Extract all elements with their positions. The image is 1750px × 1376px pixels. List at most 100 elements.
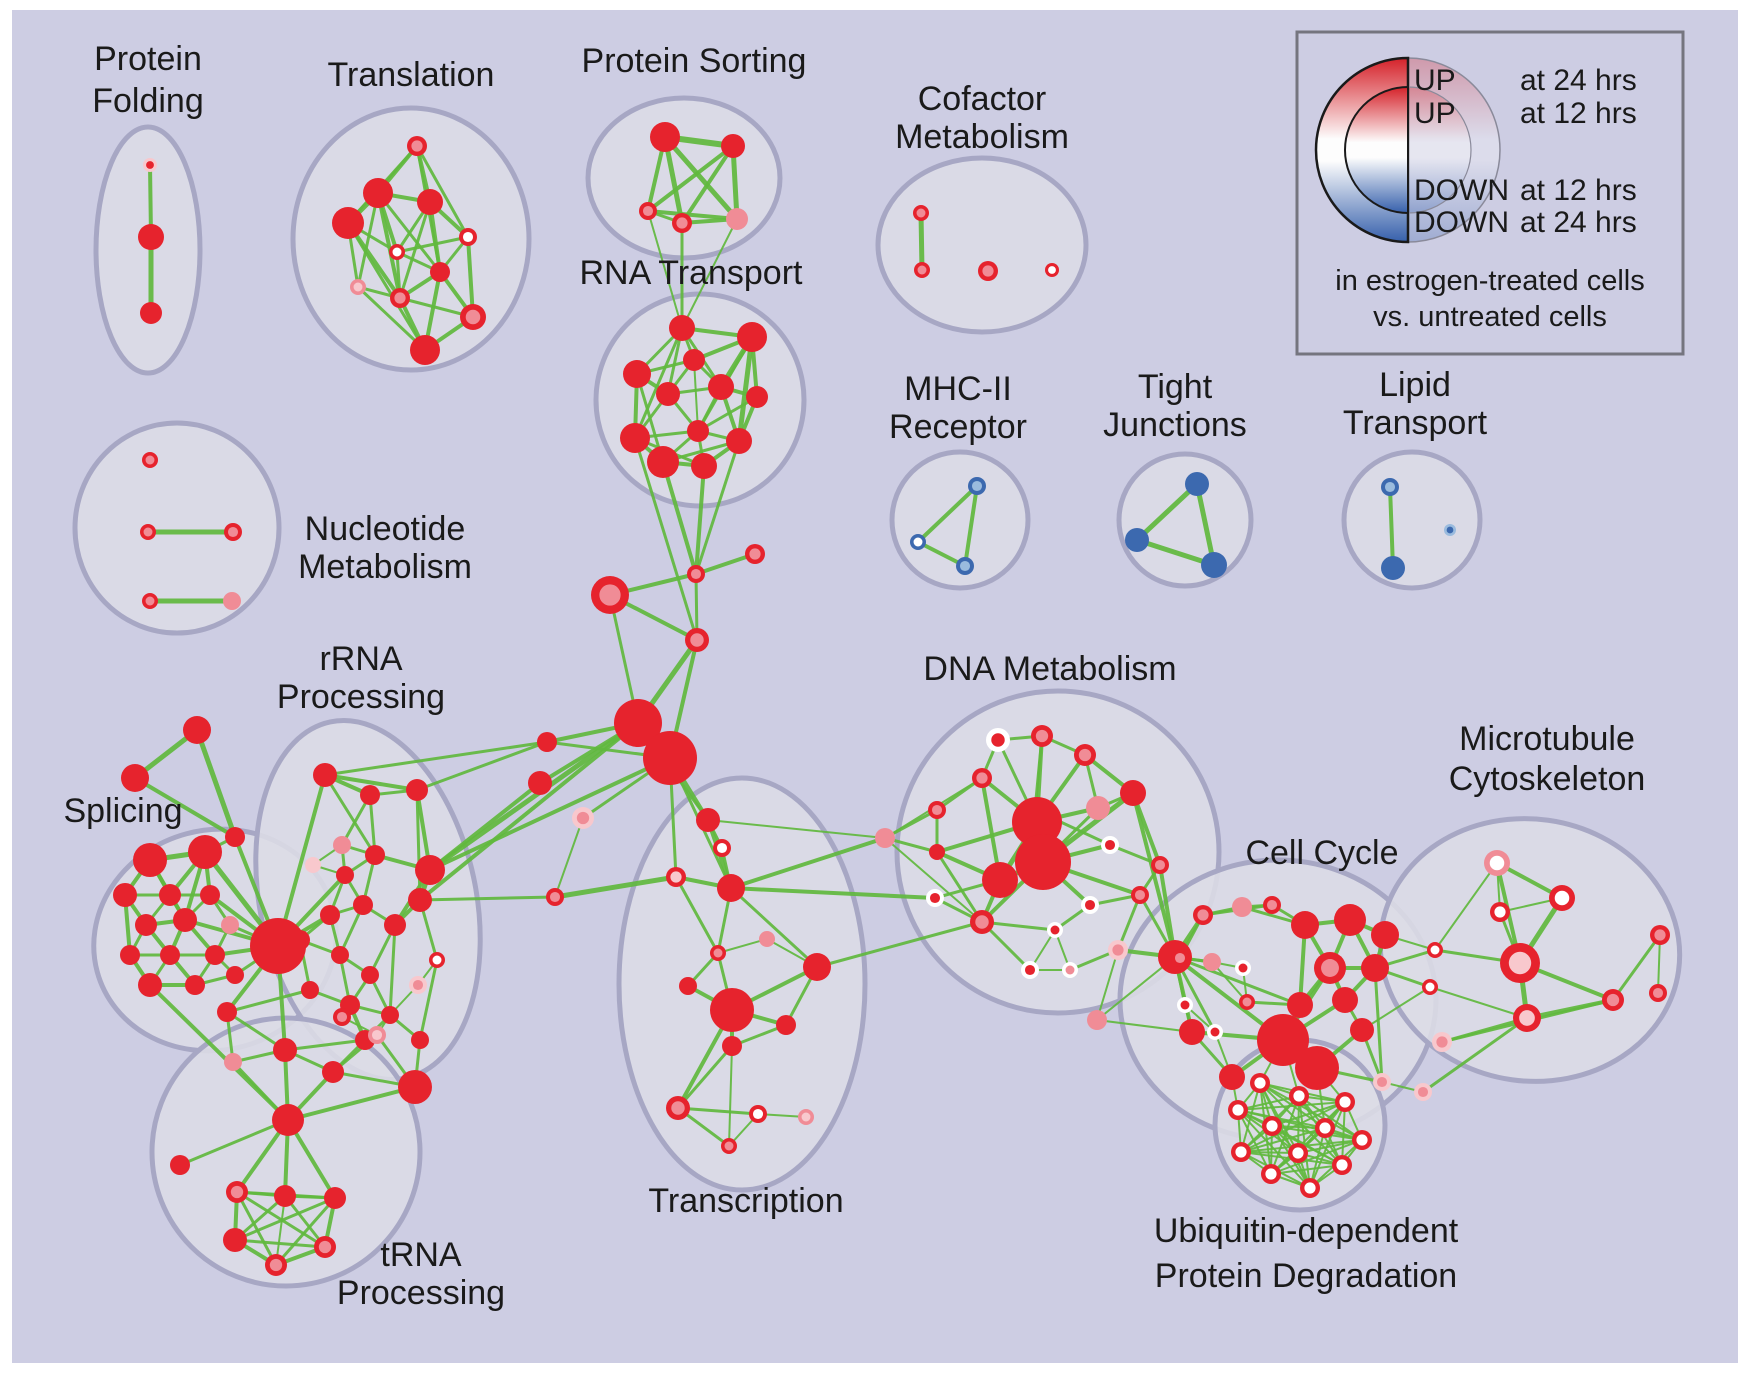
node-d24[interactable] [1087,1010,1107,1030]
node-x7[interactable] [710,945,726,961]
node-y4[interactable] [1203,953,1221,971]
node-m6[interactable] [1422,979,1438,995]
node-o5[interactable] [223,592,241,610]
node-s4[interactable] [672,213,692,233]
node-a9[interactable] [320,905,340,925]
node-p4[interactable] [159,884,181,906]
node-y2[interactable] [1232,897,1252,917]
node-l3[interactable] [1444,524,1456,536]
node-p9[interactable] [120,945,140,965]
node-x5[interactable] [546,888,564,906]
node-t6[interactable] [389,244,405,260]
node-r8[interactable] [687,420,709,442]
node-t5[interactable] [459,228,477,246]
node-q4[interactable] [685,628,709,652]
node-u1[interactable] [1250,1073,1270,1093]
node-x8[interactable] [679,977,697,995]
node-h2[interactable] [643,731,697,785]
node-k3[interactable] [274,1185,296,1207]
node-r5[interactable] [656,382,680,406]
node-d2[interactable] [1031,725,1053,747]
node-j2[interactable] [1125,528,1149,552]
node-a17[interactable] [409,976,427,994]
node-a11[interactable] [384,914,406,936]
node-k5[interactable] [223,1228,247,1252]
node-x16[interactable] [721,1138,737,1154]
node-g2[interactable] [528,771,552,795]
node-x11[interactable] [776,1015,796,1035]
node-a7[interactable] [336,866,354,884]
node-y8[interactable] [1207,1024,1223,1040]
node-d3[interactable] [1074,744,1096,766]
node-p1[interactable] [133,843,167,877]
node-d15[interactable] [926,889,944,907]
node-a21[interactable] [411,1031,429,1049]
node-y18[interactable] [1179,1019,1205,1045]
node-d1[interactable] [986,728,1010,752]
node-p13[interactable] [185,975,205,995]
node-y13[interactable] [1361,954,1389,982]
node-k7[interactable] [265,1254,287,1276]
node-m10[interactable] [1649,984,1667,1002]
node-t2[interactable] [363,178,393,208]
node-f1[interactable] [143,158,157,172]
node-k6[interactable] [314,1236,336,1258]
node-l2[interactable] [1381,556,1405,580]
node-u9[interactable] [1288,1143,1308,1163]
node-j3[interactable] [1201,552,1227,578]
node-p3[interactable] [113,883,137,907]
node-q3[interactable] [591,576,629,614]
node-u7[interactable] [1352,1130,1372,1150]
node-k4[interactable] [324,1187,346,1209]
node-x12[interactable] [722,1036,742,1056]
node-t10[interactable] [460,304,486,330]
node-y14[interactable] [1287,992,1313,1018]
node-g1[interactable] [537,732,557,752]
node-a15[interactable] [361,966,379,984]
node-l1[interactable] [1381,478,1399,496]
node-h1[interactable] [614,699,662,747]
node-y5[interactable] [1235,960,1251,976]
node-p2[interactable] [188,835,222,869]
node-b3[interactable] [225,827,245,847]
node-d5[interactable] [928,801,946,819]
node-c4[interactable] [1045,263,1059,277]
node-p14[interactable] [226,966,244,984]
node-q1[interactable] [687,565,705,583]
node-p11[interactable] [205,945,225,965]
node-u11[interactable] [1261,1164,1281,1184]
node-g3[interactable] [572,807,594,829]
node-d17[interactable] [1081,896,1099,914]
node-v3[interactable] [1414,1083,1432,1101]
node-x2[interactable] [713,839,731,857]
node-o2[interactable] [140,524,156,540]
node-d10[interactable] [982,862,1018,898]
node-y6[interactable] [1177,997,1193,1013]
node-v1[interactable] [1432,1032,1452,1052]
node-u8[interactable] [1231,1142,1251,1162]
node-y12[interactable] [1314,952,1346,984]
node-d20[interactable] [1021,961,1039,979]
node-u3[interactable] [1335,1092,1355,1112]
node-t11[interactable] [410,335,440,365]
node-y7[interactable] [1239,994,1255,1010]
node-d4[interactable] [972,768,992,788]
node-y9[interactable] [1291,911,1319,939]
node-b2[interactable] [121,764,149,792]
node-a5[interactable] [305,857,321,873]
node-e5[interactable] [398,1070,432,1104]
node-d16[interactable] [970,910,994,934]
node-p8[interactable] [221,916,239,934]
node-u10[interactable] [1332,1155,1352,1175]
node-a6[interactable] [365,845,385,865]
node-m3[interactable] [1490,902,1510,922]
node-p6[interactable] [135,914,157,936]
node-m2[interactable] [1549,885,1575,911]
node-a16[interactable] [429,952,445,968]
node-e4[interactable] [322,1061,344,1083]
node-m8[interactable] [1602,989,1624,1011]
node-x9[interactable] [803,953,831,981]
node-p7[interactable] [173,908,197,932]
node-r6[interactable] [708,374,734,400]
node-t1[interactable] [407,136,427,156]
